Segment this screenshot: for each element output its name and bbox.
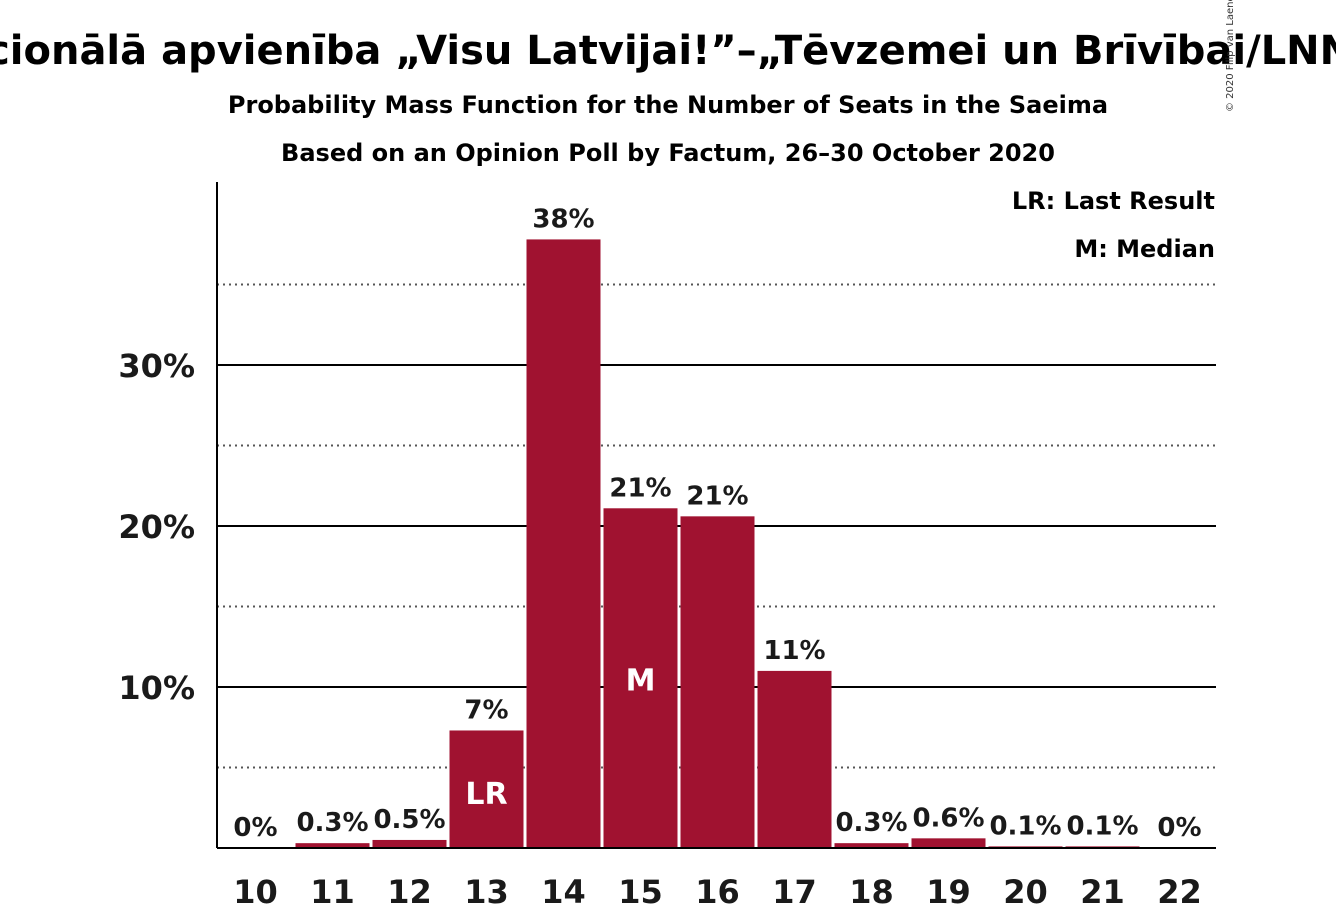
- chart-subtitle: Probability Mass Function for the Number…: [228, 91, 1108, 119]
- x-tick-label-16: 16: [695, 873, 740, 911]
- bar-15: [603, 508, 678, 848]
- bar-13: [449, 730, 524, 848]
- bar-14: [526, 239, 601, 849]
- y-tick-label: 10%: [118, 669, 195, 707]
- chart-title: Nacionālā apvienība „Visu Latvijai!”–„Tē…: [0, 28, 1336, 74]
- bar-value-labels: 0% 0.3% 0.5%7%38%21% 21%11%0.3% 0.6% 0.1% 0.1%…: [233, 204, 1201, 843]
- y-tick-label: 30%: [118, 347, 195, 385]
- x-tick-label-20: 20: [1003, 873, 1048, 911]
- bar-value-label-22: 0%: [1157, 813, 1201, 843]
- bar-value-label-10: 0%: [233, 813, 277, 843]
- x-tick-label-19: 19: [926, 873, 971, 911]
- bar-19: [911, 838, 986, 848]
- bar-value-label-16: 21%: [686, 481, 748, 511]
- bar-17: [757, 670, 832, 848]
- x-tick-label-17: 17: [772, 873, 817, 911]
- y-tick-label: 20%: [118, 508, 195, 546]
- bar-value-label-12: 0.5%: [373, 805, 445, 835]
- bar-12: [372, 839, 447, 848]
- copyright-notice: © 2020 Filip van Laenen: [1225, 0, 1236, 112]
- bar-value-label-19: 0.6%: [912, 803, 984, 833]
- x-tick-label-18: 18: [849, 873, 894, 911]
- bar-value-label-11: 0.3%: [296, 808, 368, 838]
- chart-poll-source: Based on an Opinion Poll by Factum, 26–3…: [281, 139, 1055, 167]
- annotation-lr: LR: [465, 777, 507, 812]
- legend-median: M: Median: [1074, 235, 1215, 263]
- x-tick-label-15: 15: [618, 873, 663, 911]
- bar-value-label-13: 7%: [464, 695, 508, 725]
- annotation-m: M: [626, 663, 656, 698]
- bar-value-label-20: 0.1%: [989, 811, 1061, 841]
- legend-last-result: LR: Last Result: [1012, 187, 1215, 215]
- x-tick-label-13: 13: [464, 873, 509, 911]
- x-tick-label-21: 21: [1080, 873, 1125, 911]
- x-tick-label-22: 22: [1157, 873, 1202, 911]
- x-tick-label-10: 10: [233, 873, 278, 911]
- bar-value-label-17: 11%: [763, 636, 825, 666]
- y-tick-labels: 10% 20% 30%: [118, 347, 195, 707]
- bar-value-label-21: 0.1%: [1066, 811, 1138, 841]
- bar-16: [680, 516, 755, 848]
- bar-18: [834, 843, 909, 848]
- bar-value-label-15: 21%: [609, 473, 671, 503]
- bar-11: [295, 843, 370, 848]
- x-tick-label-12: 12: [387, 873, 432, 911]
- bar-value-label-14: 38%: [532, 204, 594, 234]
- bars: [295, 239, 1140, 849]
- x-tick-label-14: 14: [541, 873, 586, 911]
- axes: [216, 182, 1216, 849]
- x-tick-labels: 10 11 12 13 14 15 16 17 18 19 20 21 22: [233, 873, 1202, 911]
- x-tick-label-11: 11: [310, 873, 355, 911]
- bar-value-label-18: 0.3%: [835, 808, 907, 838]
